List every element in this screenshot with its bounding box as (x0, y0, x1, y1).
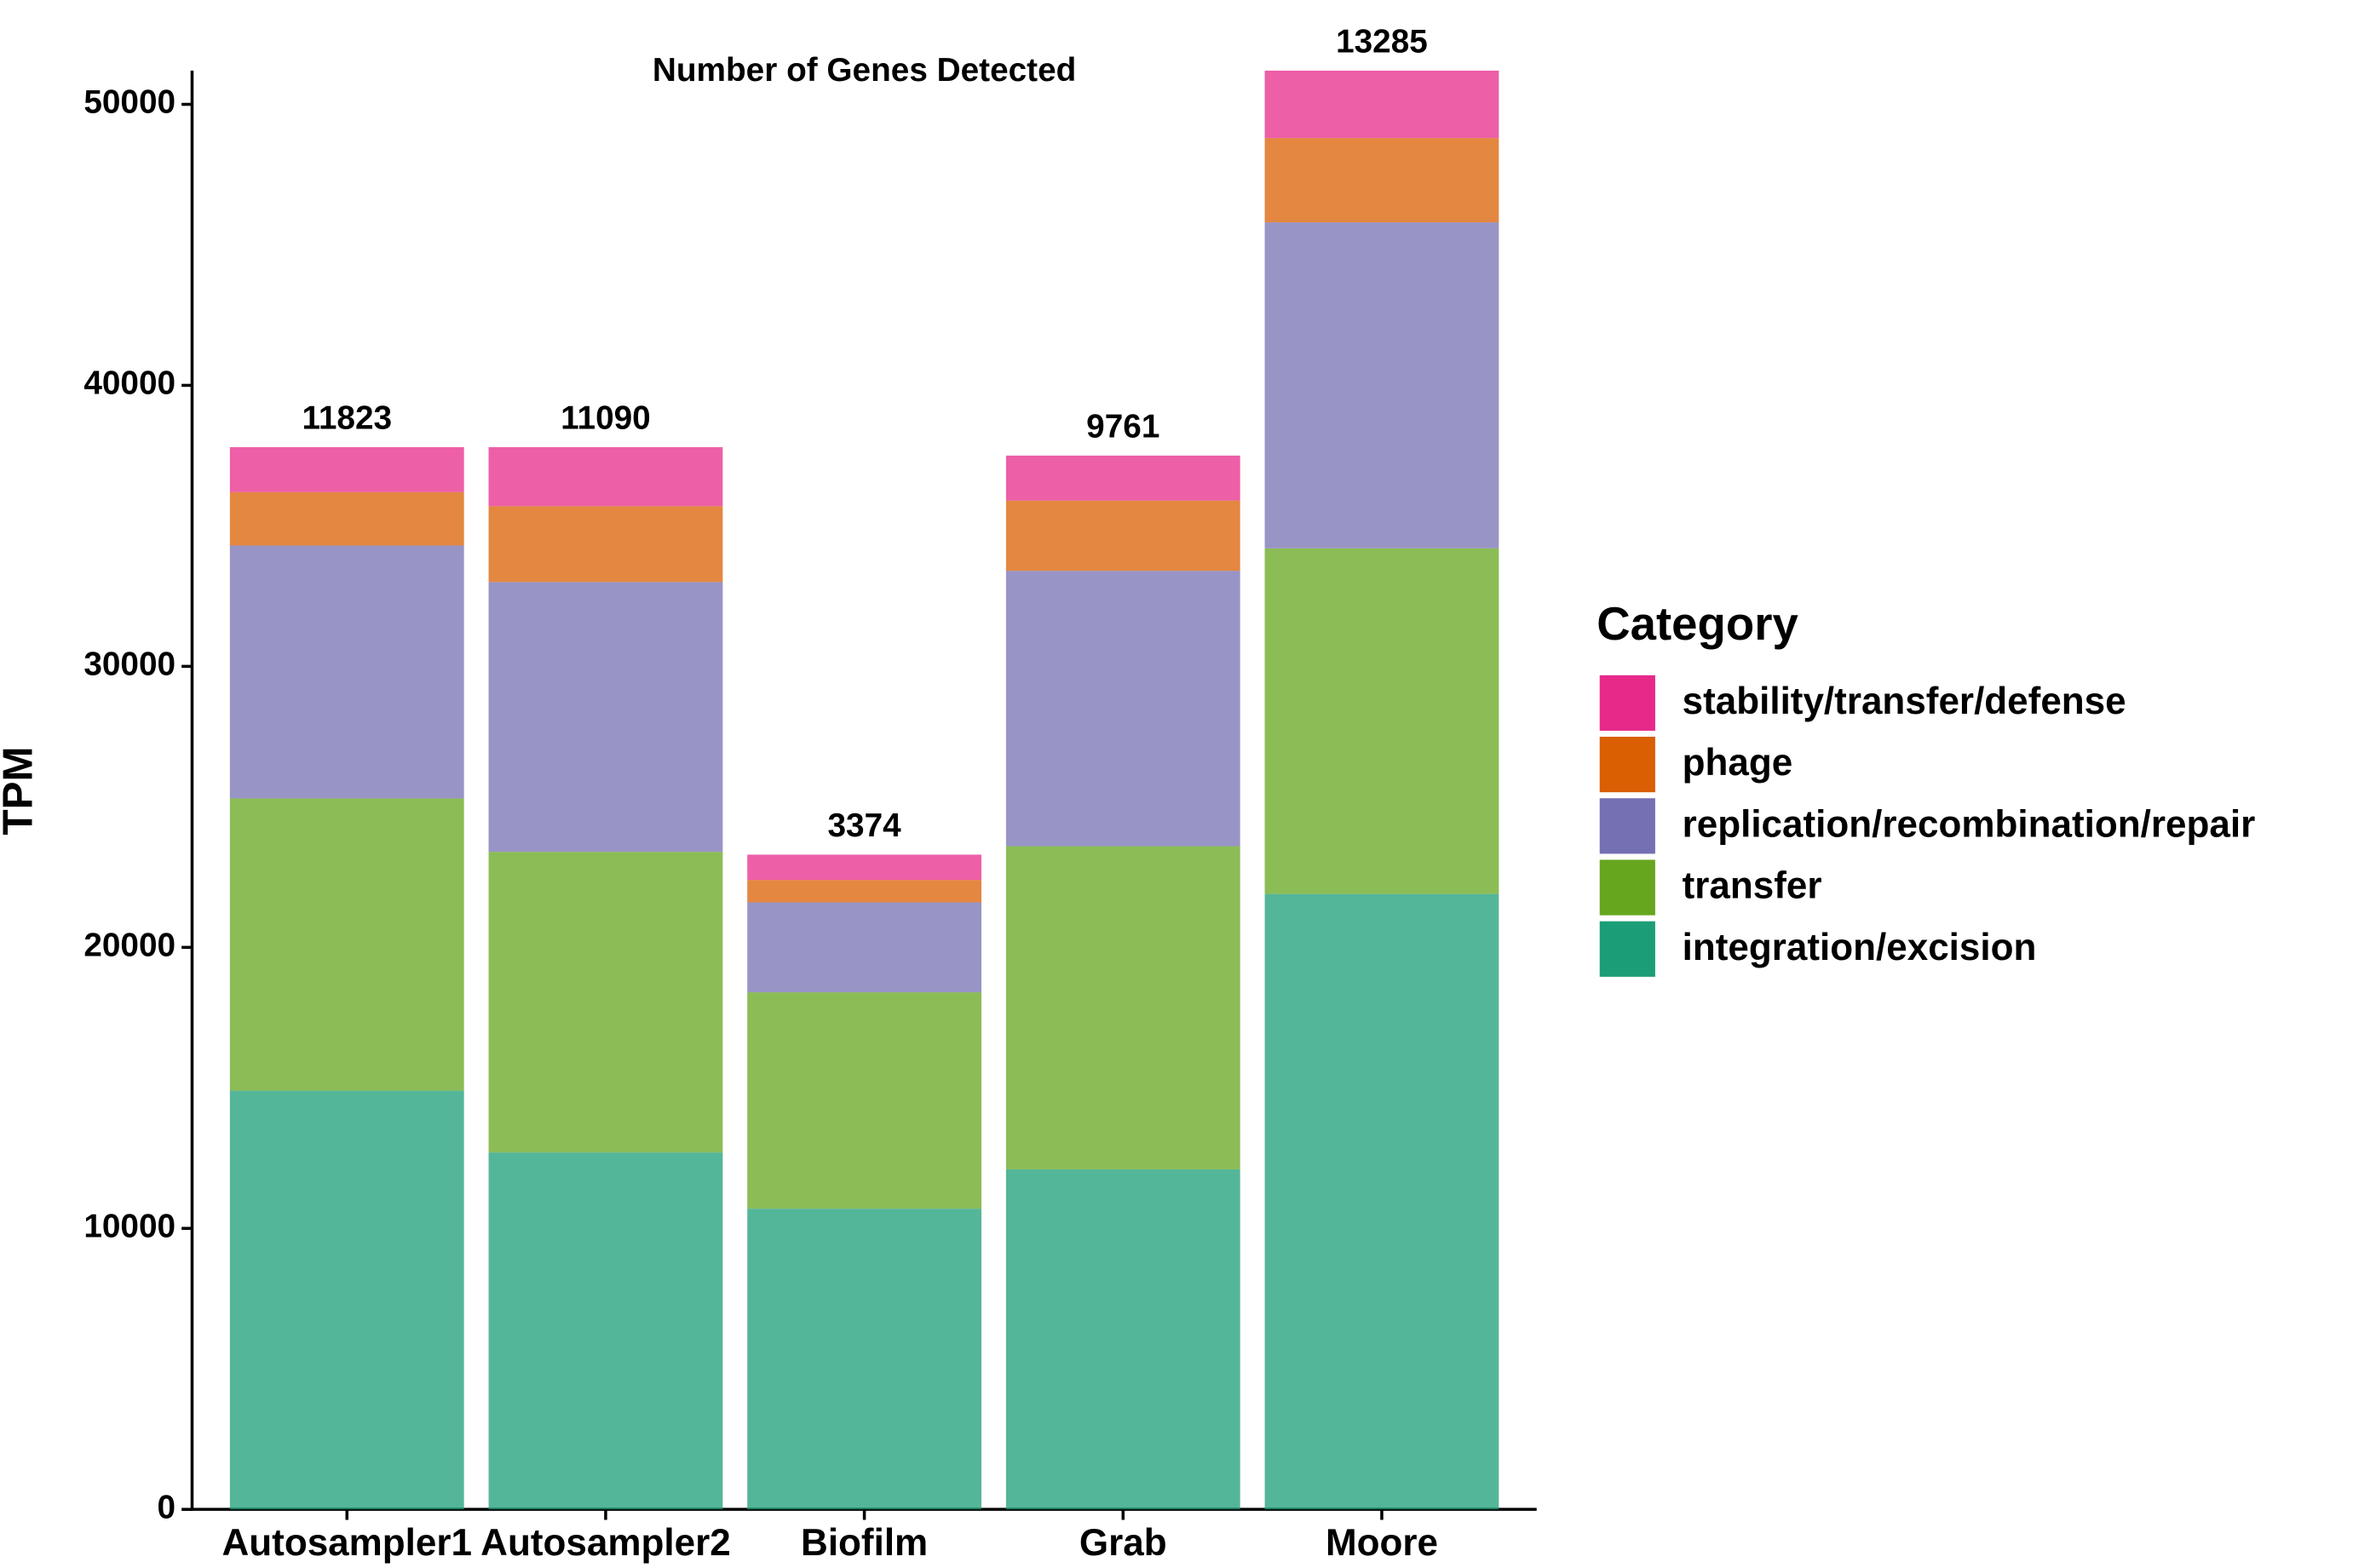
y-tick-label: 30000 (83, 646, 175, 683)
bar-label: 3374 (828, 807, 902, 844)
y-tick-label: 40000 (83, 365, 175, 402)
x-tick-label: Autosampler2 (480, 1522, 731, 1564)
bar-segment (1264, 222, 1499, 549)
legend-label: stability/transfer/defense (1683, 681, 2126, 722)
bar-segment (229, 447, 464, 492)
bar-segment (1264, 70, 1499, 139)
legend-label: phage (1683, 742, 1793, 784)
bar-segment (1264, 893, 1499, 1510)
legend-label: replication/recombination/repair (1683, 803, 2256, 845)
y-axis-label: TPM (0, 746, 42, 835)
legend-label: transfer (1683, 865, 1822, 907)
legend-swatch (1599, 859, 1655, 916)
bar-segment (1005, 1169, 1240, 1510)
bar-segment (1264, 548, 1499, 894)
bar-label: 13285 (1336, 23, 1428, 60)
y-tick-label: 0 (158, 1489, 176, 1525)
bar-segment (229, 1090, 464, 1510)
bar-segment (1264, 138, 1499, 223)
bar-segment (1005, 500, 1240, 571)
bar-segment (229, 798, 464, 1091)
y-tick-label: 10000 (83, 1208, 175, 1244)
bar-segment (747, 992, 982, 1209)
bar-segment (747, 1209, 982, 1510)
bar-segment (1005, 846, 1240, 1169)
bar-segment (747, 902, 982, 993)
legend-swatch (1599, 737, 1655, 793)
x-tick-label: Grab (1079, 1522, 1167, 1564)
chart-title: Number of Genes Detected (653, 52, 1076, 89)
legend-swatch (1599, 798, 1655, 854)
bar-segment (488, 852, 723, 1153)
bar-segment (1005, 571, 1240, 847)
x-tick-label: Moore (1326, 1522, 1438, 1564)
bar-label: 11090 (561, 400, 651, 437)
bar-segment (488, 447, 723, 507)
bar-segment (229, 491, 464, 546)
bar-segment (229, 545, 464, 799)
bar-segment (747, 854, 982, 881)
bar-segment (488, 1152, 723, 1510)
x-tick-label: Biofilm (801, 1522, 928, 1564)
legend-swatch (1599, 921, 1655, 977)
bar-label: 9761 (1086, 408, 1159, 445)
bar-segment (488, 506, 723, 583)
y-tick-label: 20000 (83, 928, 175, 964)
bar-segment (747, 880, 982, 903)
legend-title: Category (1596, 598, 1798, 650)
bar-segment (1005, 455, 1240, 501)
legend-label: integration/excision (1683, 927, 2037, 968)
y-tick-label: 50000 (83, 84, 175, 121)
bar-label: 11823 (302, 400, 392, 437)
x-tick-label: Autosampler1 (221, 1522, 472, 1564)
legend-swatch (1599, 675, 1655, 731)
bar-segment (488, 582, 723, 853)
